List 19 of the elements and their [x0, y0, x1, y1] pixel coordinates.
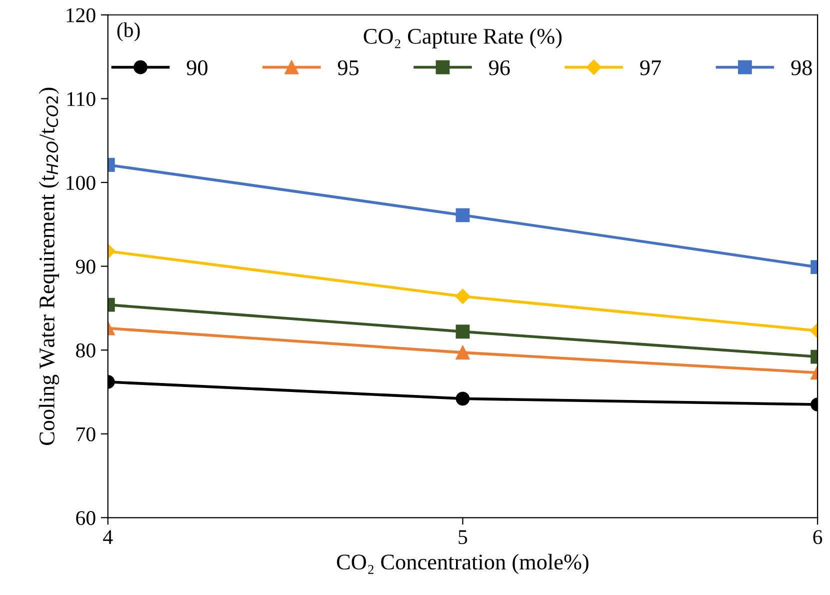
x-tick-label: 4	[103, 530, 113, 544]
legend-label: 96	[488, 60, 510, 76]
y-tick-label: 60	[76, 511, 96, 526]
x-axis-title: CO₂ Concentration (mole%)	[336, 554, 588, 574]
y-tick-label: 120	[66, 8, 96, 22]
y-tick-label: 100	[66, 176, 96, 190]
y-axis-title: Cooling Water Requirement (t$_{H2O}$/t$_{CO2}$)	[38, 88, 60, 446]
y-tick-label: 110	[67, 92, 96, 106]
x-tick-label: 5	[458, 530, 468, 544]
x-tick-label: 6	[813, 530, 822, 544]
y-tick-label: 80	[76, 343, 96, 358]
annotation: (b)	[117, 22, 140, 42]
y-tick-label: 90	[76, 260, 96, 274]
legend-title: CO₂ Capture Rate (%)	[364, 28, 562, 48]
legend-label: 90	[186, 60, 208, 76]
legend-label: 98	[791, 60, 812, 76]
legend-label: 97	[640, 60, 661, 76]
legend-label: 95	[338, 60, 359, 76]
y-tick-label: 70	[76, 427, 96, 442]
